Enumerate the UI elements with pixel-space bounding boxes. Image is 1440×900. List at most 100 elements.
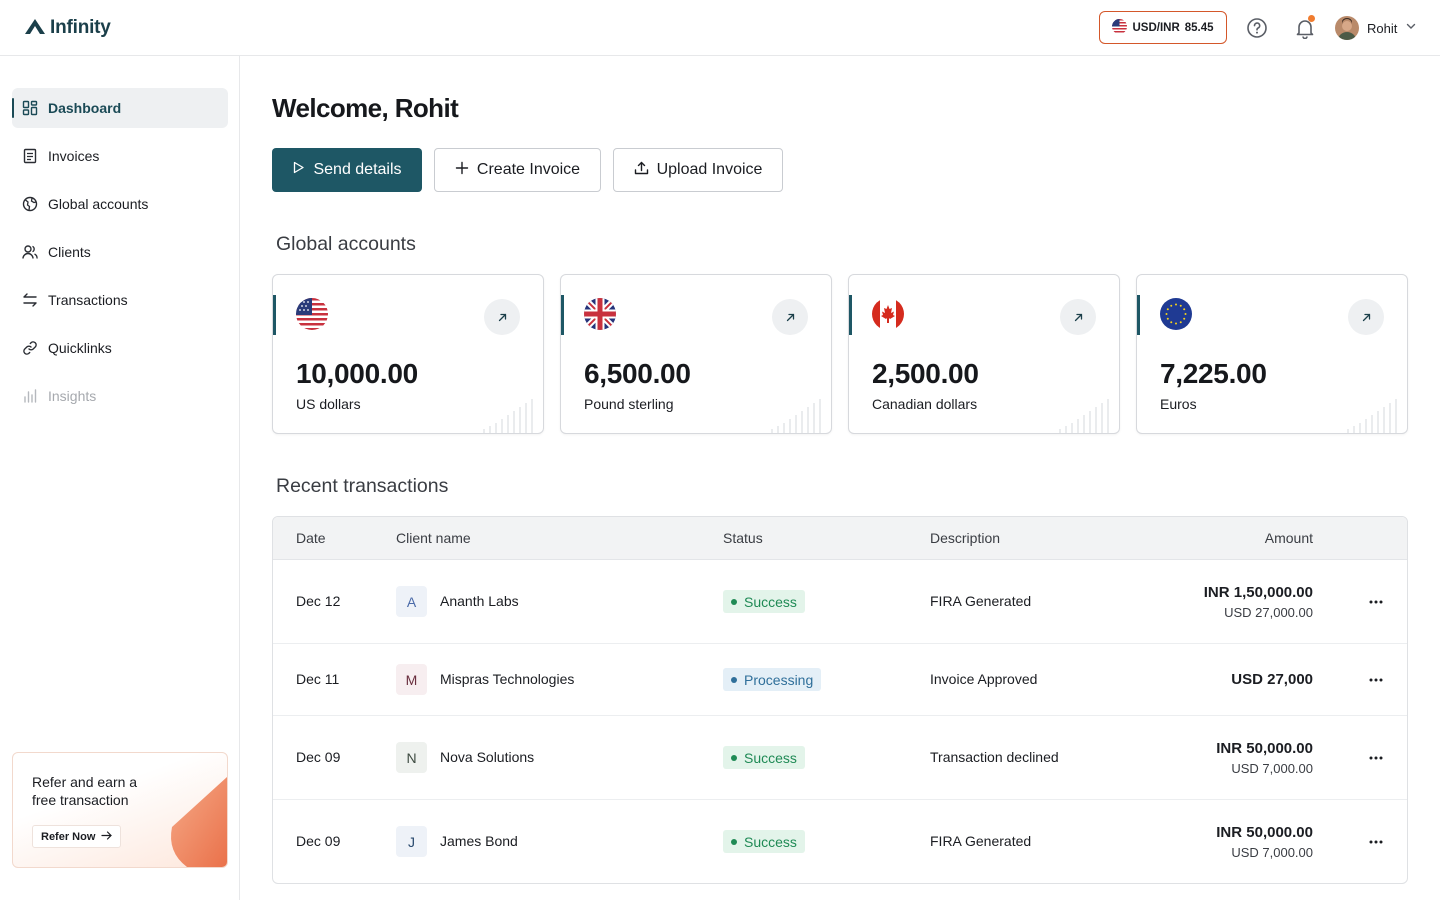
- user-menu[interactable]: Rohit: [1335, 14, 1417, 42]
- account-currency: Canadian dollars: [872, 396, 978, 412]
- more-horizontal-icon[interactable]: [1364, 830, 1388, 854]
- global-accounts-title: Global accounts: [276, 233, 416, 255]
- sidebar-item-insights[interactable]: Insights: [12, 376, 228, 416]
- account-card-eur[interactable]: 7,225.00 Euros: [1136, 274, 1408, 434]
- client-name[interactable]: Nova Solutions: [440, 749, 535, 765]
- sidebar-item-label: Clients: [48, 244, 91, 260]
- sidebar-item-label: Dashboard: [48, 100, 122, 116]
- recent-transactions-title: Recent transactions: [276, 475, 449, 497]
- send-details-label: Send details: [313, 161, 402, 178]
- row-date: Dec 12: [296, 593, 341, 609]
- infinity-logo-icon: [24, 17, 46, 40]
- amount-primary: INR 50,000.00: [1216, 824, 1313, 841]
- exchange-rate-label: USD/INR: [1132, 21, 1180, 34]
- chevron-down-icon: [1405, 19, 1417, 37]
- sidebar-item-clients[interactable]: Clients: [12, 232, 228, 272]
- client-name[interactable]: James Bond: [440, 833, 518, 849]
- sidebar-item-label: Insights: [48, 388, 97, 404]
- page-title: Welcome, Rohit: [272, 93, 459, 123]
- more-horizontal-icon[interactable]: [1364, 746, 1388, 770]
- transfer-arrows-icon: [22, 292, 38, 308]
- account-card-usd[interactable]: 10,000.00 US dollars: [272, 274, 544, 434]
- users-icon: [22, 244, 38, 260]
- row-description: Transaction declined: [930, 749, 1059, 765]
- client-avatar: A: [396, 586, 427, 617]
- open-account-button[interactable]: [772, 299, 808, 335]
- bell-icon[interactable]: [1293, 15, 1317, 40]
- eu-flag-icon: [1160, 298, 1192, 330]
- arrow-up-right-icon: [498, 313, 506, 321]
- more-horizontal-icon[interactable]: [1364, 668, 1388, 692]
- account-balance: 6,500.00: [584, 358, 691, 389]
- row-amount: INR 1,50,000.00 USD 27,000.00: [1204, 584, 1313, 620]
- help-circle-icon[interactable]: [1245, 16, 1269, 40]
- notification-dot: [1308, 15, 1315, 22]
- open-account-button[interactable]: [1060, 299, 1096, 335]
- sidebar-item-label: Global accounts: [48, 196, 149, 212]
- upload-invoice-button[interactable]: Upload Invoice: [613, 148, 783, 192]
- account-balance: 7,225.00: [1160, 358, 1267, 389]
- top-bar: Infinity USD/INR 85.45 Rohit: [0, 0, 1440, 56]
- create-invoice-button[interactable]: Create Invoice: [434, 148, 601, 192]
- upload-invoice-label: Upload Invoice: [656, 161, 763, 178]
- card-decoration: [1347, 399, 1397, 433]
- column-header-client[interactable]: Client name: [396, 530, 471, 546]
- column-header-status[interactable]: Status: [723, 530, 763, 546]
- account-card-gbp[interactable]: 6,500.00 Pound sterling: [560, 274, 832, 434]
- create-invoice-label: Create Invoice: [476, 161, 581, 178]
- bar-chart-icon: [22, 388, 38, 404]
- account-currency: Pound sterling: [584, 396, 674, 412]
- open-account-button[interactable]: [484, 299, 520, 335]
- table-row[interactable]: Dec 09 J James Bond Success FIRA Generat…: [273, 800, 1407, 883]
- client-name[interactable]: Mispras Technologies: [440, 671, 575, 687]
- brand[interactable]: Infinity: [24, 16, 111, 40]
- exchange-rate-pill[interactable]: USD/INR 85.45: [1099, 11, 1227, 44]
- row-date: Dec 11: [296, 671, 340, 687]
- sidebar-item-global-accounts[interactable]: Global accounts: [12, 184, 228, 224]
- client-name[interactable]: Ananth Labs: [440, 593, 519, 609]
- client-avatar: M: [396, 664, 427, 695]
- account-balance: 10,000.00: [296, 358, 418, 389]
- table-row[interactable]: Dec 11 M Mispras Technologies Processing…: [273, 644, 1407, 716]
- status-label: Success: [744, 833, 797, 850]
- amount-secondary: USD 27,000.00: [1224, 605, 1313, 620]
- status-label: Processing: [744, 671, 814, 688]
- refer-card: Refer and earn a free transaction Refer …: [12, 752, 228, 868]
- status-dot: [731, 838, 737, 845]
- client-avatar: J: [396, 826, 427, 857]
- dashboard-icon: [22, 100, 38, 116]
- play-icon: [292, 161, 305, 179]
- arrow-up-right-icon: [786, 313, 794, 321]
- sidebar-item-transactions[interactable]: Transactions: [12, 280, 228, 320]
- sidebar-item-invoices[interactable]: Invoices: [12, 136, 228, 176]
- row-description: FIRA Generated: [930, 593, 1032, 609]
- send-details-button[interactable]: Send details: [272, 148, 422, 192]
- column-header-description[interactable]: Description: [930, 530, 1001, 546]
- refer-decoration: [171, 777, 227, 867]
- account-balance: 2,500.00: [872, 358, 979, 389]
- invoice-icon: [22, 148, 38, 164]
- account-currency: US dollars: [296, 396, 361, 412]
- link-icon: [22, 340, 38, 356]
- open-account-button[interactable]: [1348, 299, 1384, 335]
- arrow-right-icon: [101, 830, 113, 844]
- arrow-up-right-icon: [1362, 313, 1370, 321]
- row-description: Invoice Approved: [930, 671, 1038, 687]
- sidebar-item-dashboard[interactable]: Dashboard: [12, 88, 228, 128]
- avatar: [1335, 16, 1359, 40]
- brand-name: Infinity: [50, 17, 111, 38]
- column-header-amount[interactable]: Amount: [1264, 530, 1313, 546]
- account-card-cad[interactable]: 2,500.00 Canadian dollars: [848, 274, 1120, 434]
- table-row[interactable]: Dec 12 A Ananth Labs Success FIRA Genera…: [273, 560, 1407, 644]
- status-label: Success: [744, 749, 797, 766]
- table-row[interactable]: Dec 09 N Nova Solutions Success Transact…: [273, 716, 1407, 800]
- more-horizontal-icon[interactable]: [1364, 590, 1388, 614]
- row-description: FIRA Generated: [930, 833, 1032, 849]
- column-header-date[interactable]: Date: [296, 530, 326, 546]
- amount-secondary: USD 7,000.00: [1231, 761, 1313, 776]
- row-amount: INR 50,000.00 USD 7,000.00: [1216, 740, 1313, 776]
- exchange-rate-value: 85.45: [1184, 21, 1214, 34]
- refer-now-button[interactable]: Refer Now: [32, 825, 122, 848]
- card-decoration: [1059, 399, 1109, 433]
- sidebar-item-quicklinks[interactable]: Quicklinks: [12, 328, 228, 368]
